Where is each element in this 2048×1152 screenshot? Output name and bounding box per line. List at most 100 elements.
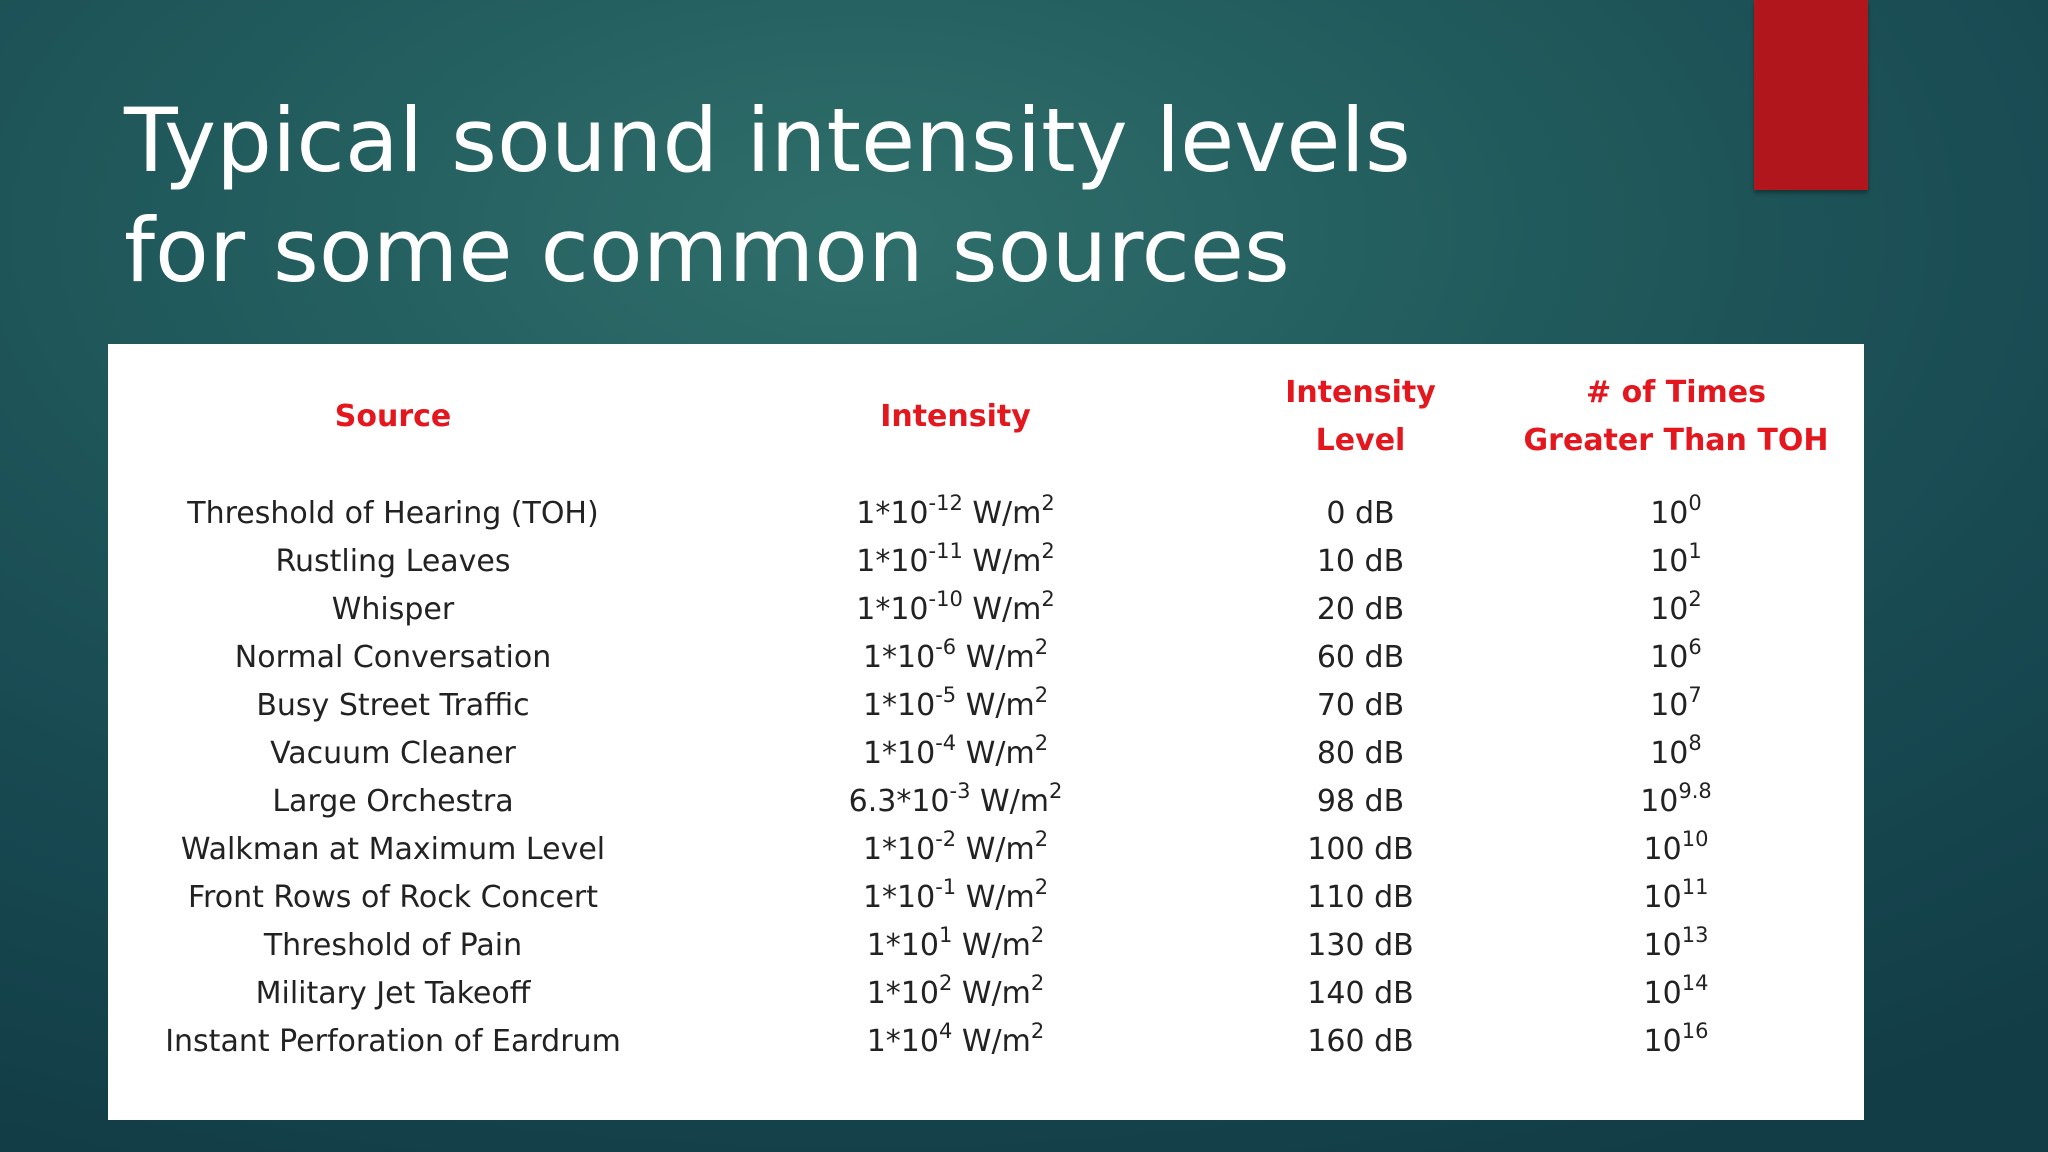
- intensity-exponent: -3: [949, 779, 971, 803]
- cell-intensity: 1*10-11 W/m2: [678, 538, 1233, 586]
- source-text: Walkman at Maximum Level: [180, 832, 606, 867]
- cell-level: 140 dB: [1233, 970, 1488, 1018]
- intensity-unit: W/m: [970, 784, 1049, 819]
- times-base: 10: [1650, 688, 1689, 723]
- intensity-unit-exponent: 2: [1034, 731, 1049, 755]
- cell-level: 98 dB: [1233, 778, 1488, 826]
- cell-source: Whisper: [108, 586, 678, 634]
- cell-source: Front Rows of Rock Concert: [108, 874, 678, 922]
- cell-level: 100 dB: [1233, 826, 1488, 874]
- sound-intensity-table: Source Intensity Intensity Level # of Ti…: [108, 344, 1864, 1066]
- header-intensity: Intensity: [678, 344, 1233, 490]
- source-text: Instant Perforation of Eardrum: [165, 1024, 621, 1059]
- level-text: 60 dB: [1316, 640, 1405, 675]
- intensity-unit-exponent: 2: [1034, 635, 1049, 659]
- intensity-unit-exponent: 2: [1049, 779, 1063, 803]
- table-row: Rustling Leaves 1*10-11 W/m2 10 dB 101: [108, 538, 1864, 586]
- intensity-unit: W/m: [962, 592, 1042, 627]
- cell-level: 0 dB: [1233, 490, 1488, 538]
- cell-source: Normal Conversation: [108, 634, 678, 682]
- cell-intensity: 1*104 W/m2: [678, 1018, 1233, 1066]
- source-text: Threshold of Pain: [263, 928, 523, 963]
- times-base: 10: [1650, 640, 1689, 675]
- intensity-unit-exponent: 2: [1030, 971, 1045, 995]
- table-row: Busy Street Traffic 1*10-5 W/m2 70 dB 107: [108, 682, 1864, 730]
- table-row: Instant Perforation of Eardrum 1*104 W/m2…: [108, 1018, 1864, 1066]
- times-exponent: 11: [1681, 875, 1709, 899]
- source-text: Busy Street Traffic: [256, 688, 530, 723]
- cell-level: 80 dB: [1233, 730, 1488, 778]
- cell-source: Large Orchestra: [108, 778, 678, 826]
- intensity-mantissa: 1*10: [856, 544, 929, 579]
- table-row: Walkman at Maximum Level 1*10-2 W/m2 100 d…: [108, 826, 1864, 874]
- intensity-unit: W/m: [962, 544, 1042, 579]
- intensity-exponent: -4: [935, 731, 957, 755]
- cell-times: 109.8: [1488, 778, 1864, 826]
- cell-times: 107: [1488, 682, 1864, 730]
- intensity-mantissa: 1*10: [856, 592, 929, 627]
- intensity-mantissa: 1*10: [862, 736, 936, 771]
- intensity-exponent: -6: [935, 635, 957, 659]
- level-text: 98 dB: [1316, 784, 1405, 819]
- header-times-line-1: # of Times: [1586, 375, 1766, 410]
- cell-intensity: 1*102 W/m2: [678, 970, 1233, 1018]
- cell-intensity: 1*10-10 W/m2: [678, 586, 1233, 634]
- level-text: 140 dB: [1307, 976, 1414, 1011]
- times-exponent: 1: [1688, 539, 1702, 563]
- times-base: 10: [1643, 1024, 1682, 1059]
- times-exponent: 7: [1688, 683, 1702, 707]
- times-base: 10: [1643, 832, 1682, 867]
- cell-source: Vacuum Cleaner: [108, 730, 678, 778]
- times-base: 10: [1640, 784, 1679, 819]
- header-times-greater: # of Times Greater Than TOH: [1488, 344, 1864, 490]
- cell-source: Military Jet Takeoff: [108, 970, 678, 1018]
- intensity-exponent: 1: [938, 923, 953, 947]
- intensity-exponent: -2: [935, 827, 957, 851]
- header-level-line-1: Intensity: [1285, 375, 1436, 410]
- cell-intensity: 1*10-2 W/m2: [678, 826, 1233, 874]
- intensity-mantissa: 1*10: [862, 688, 936, 723]
- source-text: Large Orchestra: [272, 784, 514, 819]
- cell-level: 110 dB: [1233, 874, 1488, 922]
- intensity-unit: W/m: [952, 1024, 1031, 1059]
- level-text: 130 dB: [1307, 928, 1414, 963]
- intensity-exponent: -11: [928, 539, 963, 563]
- times-base: 10: [1643, 928, 1682, 963]
- cell-times: 101: [1488, 538, 1864, 586]
- intensity-unit-exponent: 2: [1041, 587, 1055, 611]
- cell-intensity: 1*10-4 W/m2: [678, 730, 1233, 778]
- intensity-mantissa: 1*10: [866, 928, 939, 963]
- table-row: Threshold of Pain 1*101 W/m2 130 dB 1013: [108, 922, 1864, 970]
- level-text: 0 dB: [1326, 496, 1395, 531]
- intensity-unit: W/m: [956, 640, 1035, 675]
- table-row: Large Orchestra 6.3*10-3 W/m2 98 dB 109.8: [108, 778, 1864, 826]
- times-exponent: 2: [1688, 587, 1702, 611]
- intensity-unit: W/m: [956, 880, 1035, 915]
- intensity-unit-exponent: 2: [1034, 683, 1049, 707]
- cell-source: Walkman at Maximum Level: [108, 826, 678, 874]
- times-exponent: 13: [1681, 923, 1709, 947]
- cell-level: 160 dB: [1233, 1018, 1488, 1066]
- level-text: 100 dB: [1307, 832, 1414, 867]
- source-text: Threshold of Hearing (TOH): [187, 496, 599, 531]
- times-base: 10: [1643, 976, 1682, 1011]
- intensity-mantissa: 1*10: [866, 1024, 939, 1059]
- cell-times: 1016: [1488, 1018, 1864, 1066]
- intensity-exponent: -12: [928, 491, 963, 515]
- cell-intensity: 1*101 W/m2: [678, 922, 1233, 970]
- cell-level: 130 dB: [1233, 922, 1488, 970]
- level-text: 70 dB: [1316, 688, 1405, 723]
- cell-source: Rustling Leaves: [108, 538, 678, 586]
- times-base: 10: [1650, 736, 1689, 771]
- intensity-exponent: -1: [935, 875, 957, 899]
- intensity-mantissa: 1*10: [856, 496, 929, 531]
- cell-source: Threshold of Hearing (TOH): [108, 490, 678, 538]
- source-text: Vacuum Cleaner: [270, 736, 516, 771]
- table-row: Normal Conversation 1*10-6 W/m2 60 dB 106: [108, 634, 1864, 682]
- times-base: 10: [1650, 592, 1689, 627]
- intensity-unit-exponent: 2: [1030, 1019, 1045, 1043]
- intensity-unit: W/m: [952, 928, 1031, 963]
- times-exponent: 9.8: [1678, 779, 1712, 803]
- intensity-exponent: 4: [938, 1019, 953, 1043]
- intensity-unit: W/m: [956, 832, 1035, 867]
